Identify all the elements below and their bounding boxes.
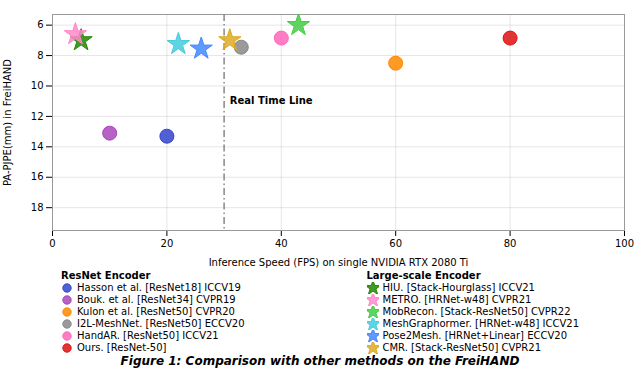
svg-text:6: 6: [37, 19, 43, 30]
svg-text:20: 20: [161, 238, 174, 249]
svg-text:80: 80: [504, 238, 517, 249]
svg-text:10: 10: [31, 80, 44, 91]
svg-text:Inference Speed (FPS) on singl: Inference Speed (FPS) on single NVIDIA R…: [209, 257, 469, 268]
html-text:Figure 1: Comparison with othe: Figure 1: Comparison with other methods …: [120, 354, 520, 368]
html-text:MobRecon. [Stack-ResNet50] CVP: MobRecon. [Stack-ResNet50] CVPR22: [382, 306, 571, 317]
html-text:MeshGraphormer. [HRNet-w48] IC: MeshGraphormer. [HRNet-w48] ICCV21: [382, 318, 579, 329]
html-text:HIU. [Stack-Hourglass] ICCV21: HIU. [Stack-Hourglass] ICCV21: [382, 282, 535, 293]
svg-text:18: 18: [31, 202, 44, 213]
svg-text:14: 14: [31, 141, 44, 152]
svg-text:16: 16: [31, 171, 44, 182]
html-text:Pose2Mesh. [HRNet+Linear] ECCV: Pose2Mesh. [HRNet+Linear] ECCV20: [382, 330, 567, 341]
svg-text:60: 60: [389, 238, 402, 249]
svg-text:Real Time Line: Real Time Line: [230, 95, 313, 106]
html-text:I2L-MeshNet. [ResNet50] ECCV20: I2L-MeshNet. [ResNet50] ECCV20: [77, 318, 245, 329]
html-text:Hasson et al. [ResNet18] ICCV1: Hasson et al. [ResNet18] ICCV19: [77, 282, 241, 293]
html-text:Kulon et al. [ResNet50] CVPR20: Kulon et al. [ResNet50] CVPR20: [77, 306, 235, 317]
svg-text:100: 100: [615, 238, 634, 249]
html-text:CMR. [Stack-ResNet50] CVPR21: CMR. [Stack-ResNet50] CVPR21: [382, 342, 541, 353]
html-text:Large-scale Encoder: Large-scale Encoder: [366, 270, 481, 281]
html-text:METRO. [HRNet-w48] CVPR21: METRO. [HRNet-w48] CVPR21: [382, 294, 532, 305]
svg-text:PA-PJPE(mm) in FreiHAND: PA-PJPE(mm) in FreiHAND: [2, 59, 13, 186]
html-text:ResNet Encoder: ResNet Encoder: [61, 270, 151, 281]
html-text:Bouk. et al. [ResNet34] CVPR19: Bouk. et al. [ResNet34] CVPR19: [77, 294, 236, 305]
svg-text:0: 0: [49, 238, 55, 249]
html-text:HandAR. [ResNet50] ICCV21: HandAR. [ResNet50] ICCV21: [77, 330, 219, 341]
svg-text:12: 12: [31, 111, 44, 122]
svg-text:40: 40: [275, 238, 288, 249]
html-text:Ours. [ResNet-50]: Ours. [ResNet-50]: [77, 342, 167, 353]
svg-text:8: 8: [37, 50, 43, 61]
